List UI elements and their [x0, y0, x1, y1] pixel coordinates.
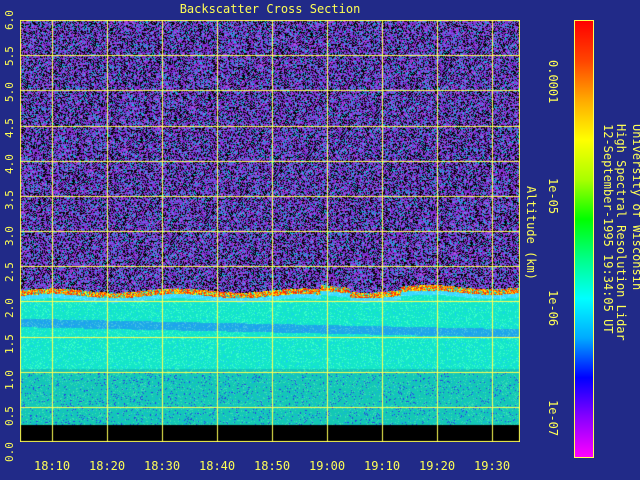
y-tick-label: 0.5: [3, 406, 16, 426]
x-tick-label: 19:30: [474, 459, 511, 473]
backscatter-plot[interactable]: [20, 20, 520, 442]
y-tick-label: 3.5: [3, 190, 16, 210]
x-tick-label: 18:20: [89, 459, 126, 473]
y-tick-label: 2.0: [3, 298, 16, 318]
y-tick-label: 0.0: [3, 442, 16, 462]
x-tick-label: 19:10: [364, 459, 401, 473]
x-tick-label: 18:30: [144, 459, 181, 473]
x-tick-label: 18:10: [34, 459, 71, 473]
institution-line-1: University of Wisconsin: [630, 124, 640, 291]
y-tick-label: 3.0: [3, 226, 16, 246]
x-tick-label: 19:20: [419, 459, 456, 473]
y-tick-label: 1.5: [3, 334, 16, 354]
y-tick-label: 4.0: [3, 154, 16, 174]
colorbar: [574, 20, 594, 458]
colorbar-label-1e-4: 0.0001: [546, 60, 560, 104]
institution-line-3: 12-September-1995 19:34:05 UT: [601, 124, 615, 334]
y-tick-label: 5.5: [3, 46, 16, 66]
y-tick-label: 5.0: [3, 82, 16, 102]
y-tick-label: 4.5: [3, 118, 16, 138]
y-tick-label: 2.5: [3, 262, 16, 282]
x-tick-label: 18:50: [254, 459, 291, 473]
y-tick-label: 6.0: [3, 10, 16, 30]
x-tick-label: 19:00: [309, 459, 346, 473]
institution-line-2: High Spectral Resolution Lidar: [614, 124, 628, 341]
x-tick-label: 18:40: [199, 459, 236, 473]
colorbar-label-1e-6: 1e-06: [546, 290, 560, 327]
y-axis-label: Altitude (km): [524, 186, 538, 280]
chart-title: Backscatter Cross Section: [179, 2, 361, 16]
colorbar-label-1e-7: 1e-07: [546, 400, 560, 437]
y-tick-label: 1.0: [3, 370, 16, 390]
colorbar-label-1e-5: 1e-05: [546, 178, 560, 215]
